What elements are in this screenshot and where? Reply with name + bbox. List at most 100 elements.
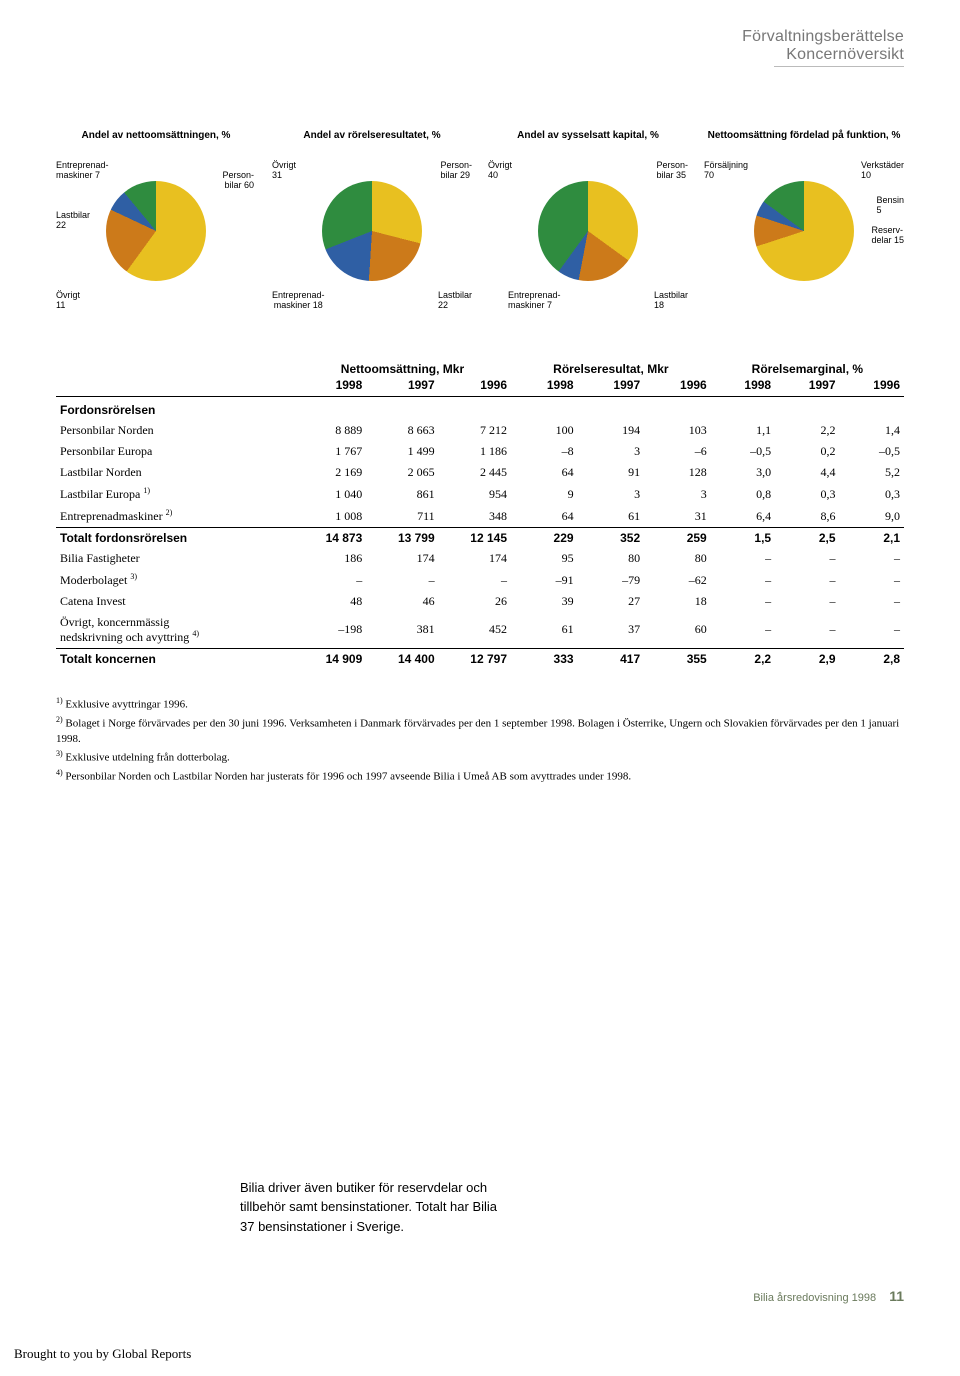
row-value: 2 445 — [439, 462, 511, 483]
table-row: Personbilar Norden8 8898 6637 2121001941… — [56, 420, 904, 441]
pie-label: Övrigt31 — [272, 161, 296, 181]
pie-label: Entreprenad-maskiner 18 — [272, 291, 325, 311]
row-value: – — [775, 612, 839, 648]
year-cell: 1998 — [294, 376, 366, 397]
row-value: –0,5 — [711, 441, 775, 462]
pie-chart-block: Andel av rörelseresultatet, % Person-bila… — [272, 130, 472, 311]
row-value: 4,4 — [775, 462, 839, 483]
row-value: 8 663 — [366, 420, 438, 441]
year-cell: 1998 — [511, 376, 578, 397]
row-value: 7 212 — [439, 420, 511, 441]
footnote: 3) Exklusive utdelning från dotterbolag. — [56, 748, 904, 767]
table-row: Bilia Fastigheter186174174958080––– — [56, 548, 904, 569]
row-value: – — [840, 569, 905, 591]
table-row: Moderbolaget 3)––––91–79–62––– — [56, 569, 904, 591]
row-label: Catena Invest — [56, 591, 294, 612]
row-value: 355 — [644, 648, 711, 669]
row-value: 861 — [366, 483, 438, 505]
row-value: 2,1 — [840, 528, 905, 549]
table-row: Totalt koncernen14 90914 40012 797333417… — [56, 648, 904, 669]
header-line1: Förvaltningsberättelse — [742, 28, 904, 46]
row-value: –6 — [644, 441, 711, 462]
row-value: 417 — [578, 648, 645, 669]
row-value: 1 186 — [439, 441, 511, 462]
pie-wrap: Person-bilar 60Lastbilar22Entreprenad-ma… — [56, 151, 256, 311]
year-cell: 1997 — [366, 376, 438, 397]
pie-label: Övrigt11 — [56, 291, 80, 311]
row-value: 174 — [439, 548, 511, 569]
row-value: – — [366, 569, 438, 591]
row-value: 61 — [578, 505, 645, 528]
table-row: Entreprenadmaskiner 2)1 0087113486461316… — [56, 505, 904, 528]
row-value: 27 — [578, 591, 645, 612]
row-value: 3 — [578, 483, 645, 505]
row-value: – — [711, 548, 775, 569]
pie — [106, 181, 206, 281]
row-value: – — [775, 591, 839, 612]
row-value: 333 — [511, 648, 578, 669]
header-line2: Koncernöversikt — [742, 46, 904, 64]
row-label: Moderbolaget 3) — [56, 569, 294, 591]
row-value: 352 — [578, 528, 645, 549]
row-value: 2,5 — [775, 528, 839, 549]
table-body: FordonsrörelsenPersonbilar Norden8 8898 … — [56, 397, 904, 669]
pie-label: Bensin5 — [876, 196, 904, 216]
group-resultat: Rörelseresultat, Mkr — [511, 360, 711, 376]
row-value: 1,4 — [840, 420, 905, 441]
row-value: 5,2 — [840, 462, 905, 483]
footnote: 4) Personbilar Norden och Lastbilar Nord… — [56, 767, 904, 786]
row-value: – — [840, 612, 905, 648]
brought-by: Brought to you by Global Reports — [14, 1346, 191, 1362]
row-value: 452 — [439, 612, 511, 648]
row-value: 64 — [511, 462, 578, 483]
row-label: Lastbilar Norden — [56, 462, 294, 483]
chart-title: Andel av nettoomsättningen, % — [56, 130, 256, 143]
pie-label: Person-bilar 29 — [440, 161, 472, 181]
charts-row: Andel av nettoomsättningen, % Person-bila… — [56, 130, 904, 311]
pie-label: Lastbilar22 — [438, 291, 472, 311]
chart-title: Andel av rörelseresultatet, % — [272, 130, 472, 143]
chart-title: Nettoomsättning fördelad på funktion, % — [704, 130, 904, 143]
row-value: – — [775, 548, 839, 569]
row-value: 348 — [439, 505, 511, 528]
row-value: 2,2 — [711, 648, 775, 669]
row-value: 259 — [644, 528, 711, 549]
row-value: 12 145 — [439, 528, 511, 549]
row-value: 1 040 — [294, 483, 366, 505]
page-footer: Bilia årsredovisning 1998 11 — [753, 1288, 904, 1304]
row-value: 18 — [644, 591, 711, 612]
row-value: 95 — [511, 548, 578, 569]
row-value: 13 799 — [366, 528, 438, 549]
row-value: 174 — [366, 548, 438, 569]
pie-chart-block: Andel av nettoomsättningen, % Person-bila… — [56, 130, 256, 311]
row-value: – — [840, 591, 905, 612]
row-label: Övrigt, koncernmässignedskrivning och av… — [56, 612, 294, 648]
row-value: 0,8 — [711, 483, 775, 505]
row-value: – — [711, 591, 775, 612]
row-value: –62 — [644, 569, 711, 591]
footnote: 2) Bolaget i Norge förvärvades per den 3… — [56, 714, 904, 749]
row-value: 0,2 — [775, 441, 839, 462]
table-group-header: Nettoomsättning, Mkr Rörelseresultat, Mk… — [56, 360, 904, 376]
row-label: Personbilar Norden — [56, 420, 294, 441]
row-value: 103 — [644, 420, 711, 441]
row-value: 1,1 — [711, 420, 775, 441]
row-value: – — [711, 569, 775, 591]
row-value: – — [439, 569, 511, 591]
row-value: 14 909 — [294, 648, 366, 669]
row-value: 12 797 — [439, 648, 511, 669]
year-cell: 1997 — [578, 376, 645, 397]
row-value: 711 — [366, 505, 438, 528]
row-value: 1 767 — [294, 441, 366, 462]
pie-label: Lastbilar18 — [654, 291, 688, 311]
footer-text: Bilia årsredovisning 1998 — [753, 1292, 876, 1304]
row-label: Totalt fordonsrörelsen — [56, 528, 294, 549]
section-header: Fordonsrörelsen — [56, 397, 904, 421]
row-value: 100 — [511, 420, 578, 441]
year-cell: 1996 — [644, 376, 711, 397]
row-label: Totalt koncernen — [56, 648, 294, 669]
row-value: 2,9 — [775, 648, 839, 669]
row-value: 1,5 — [711, 528, 775, 549]
row-value: 381 — [366, 612, 438, 648]
pie-label: Försäljning70 — [704, 161, 748, 181]
